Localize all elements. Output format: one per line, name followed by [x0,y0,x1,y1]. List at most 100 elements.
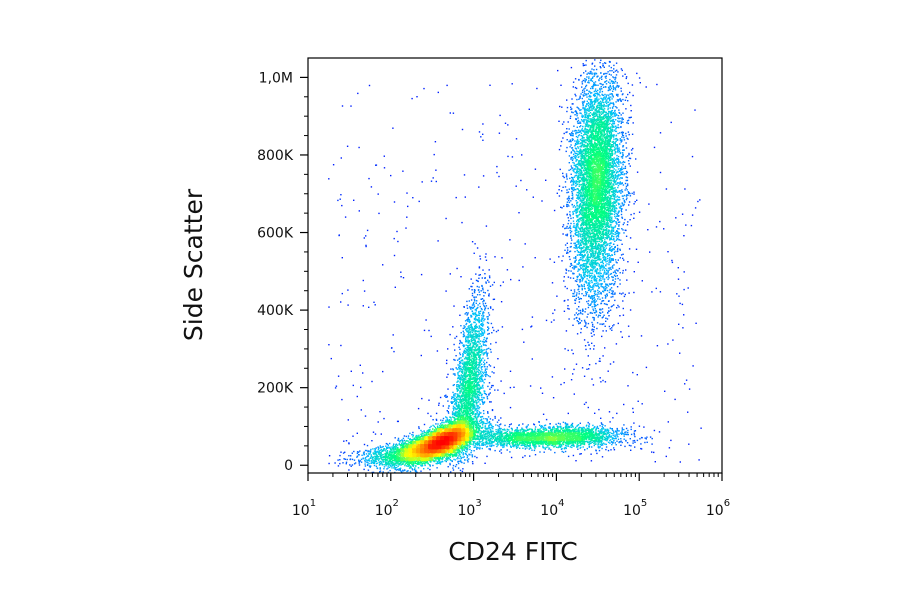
event-point [580,254,583,256]
event-point [573,184,575,186]
event-point [603,266,605,269]
event-point [610,283,612,285]
event-point [467,347,469,349]
event-point [463,456,465,458]
event-point [374,461,376,463]
event-point [608,283,611,285]
event-point [428,399,430,401]
event-point [591,103,593,105]
event-point [480,420,483,422]
event-point [481,329,483,331]
event-point [586,326,588,329]
event-point [622,223,624,226]
event-point [594,305,596,307]
event-point [612,433,614,435]
event-point [604,237,607,239]
event-point [615,130,618,133]
event-point [617,120,619,122]
event-point [612,430,615,432]
event-point [579,228,581,230]
event-point [424,464,426,467]
event-point [627,261,629,263]
event-point [488,448,490,450]
event-point [607,97,609,100]
event-point [620,213,623,216]
event-point [539,451,541,453]
event-point [568,140,570,143]
event-point [572,324,574,326]
event-point [481,314,483,317]
event-point [576,126,578,128]
event-point [466,347,468,349]
event-point [598,276,601,278]
event-point [383,155,385,157]
event-point [583,92,586,94]
event-point [483,364,486,366]
event-point [616,157,618,160]
event-point [433,460,435,463]
event-point [506,430,509,433]
event-point [454,465,457,468]
event-point [617,151,619,153]
event-point [623,232,625,234]
event-point [558,446,560,448]
event-point [593,83,595,85]
event-point [679,461,681,463]
event-point [559,423,561,425]
event-point [570,157,572,159]
event-point [484,393,487,395]
event-point [479,333,481,335]
event-point [478,333,480,335]
event-point [398,469,400,471]
event-point [597,298,599,300]
event-point [518,424,520,427]
event-point [613,238,615,240]
event-point [476,448,478,450]
event-point [563,382,565,384]
event-point [610,292,613,295]
event-point [433,153,435,156]
event-point [338,234,340,236]
event-point [577,218,580,221]
event-point [563,276,565,278]
event-point [481,332,484,334]
event-point [439,461,441,463]
event-point [576,241,578,243]
event-point [594,94,597,97]
event-point [466,340,468,342]
event-point [409,439,411,441]
event-point [487,385,489,388]
event-point [490,322,493,325]
event-point [466,304,468,307]
event-point [590,255,592,257]
event-point [637,400,639,402]
event-point [569,446,572,448]
event-point [588,368,590,370]
event-point [678,323,680,325]
event-point [501,431,503,434]
event-point [456,390,459,392]
event-point [457,372,459,374]
event-point [620,293,623,295]
event-point [579,212,582,214]
event-point [426,430,428,432]
event-point [562,233,564,235]
event-point [617,234,620,236]
event-point [478,440,481,442]
event-point [478,338,480,340]
event-point [429,426,431,429]
event-point [465,329,467,331]
event-point [374,304,376,306]
event-point [455,393,457,395]
event-point [577,250,580,253]
event-point [591,80,594,82]
event-point [573,265,575,267]
event-point [615,269,618,271]
event-point [476,280,479,282]
event-point [470,324,472,326]
event-point [579,165,582,167]
event-point [407,435,410,437]
event-point [488,421,491,423]
event-point [597,94,599,96]
event-point [583,140,585,142]
